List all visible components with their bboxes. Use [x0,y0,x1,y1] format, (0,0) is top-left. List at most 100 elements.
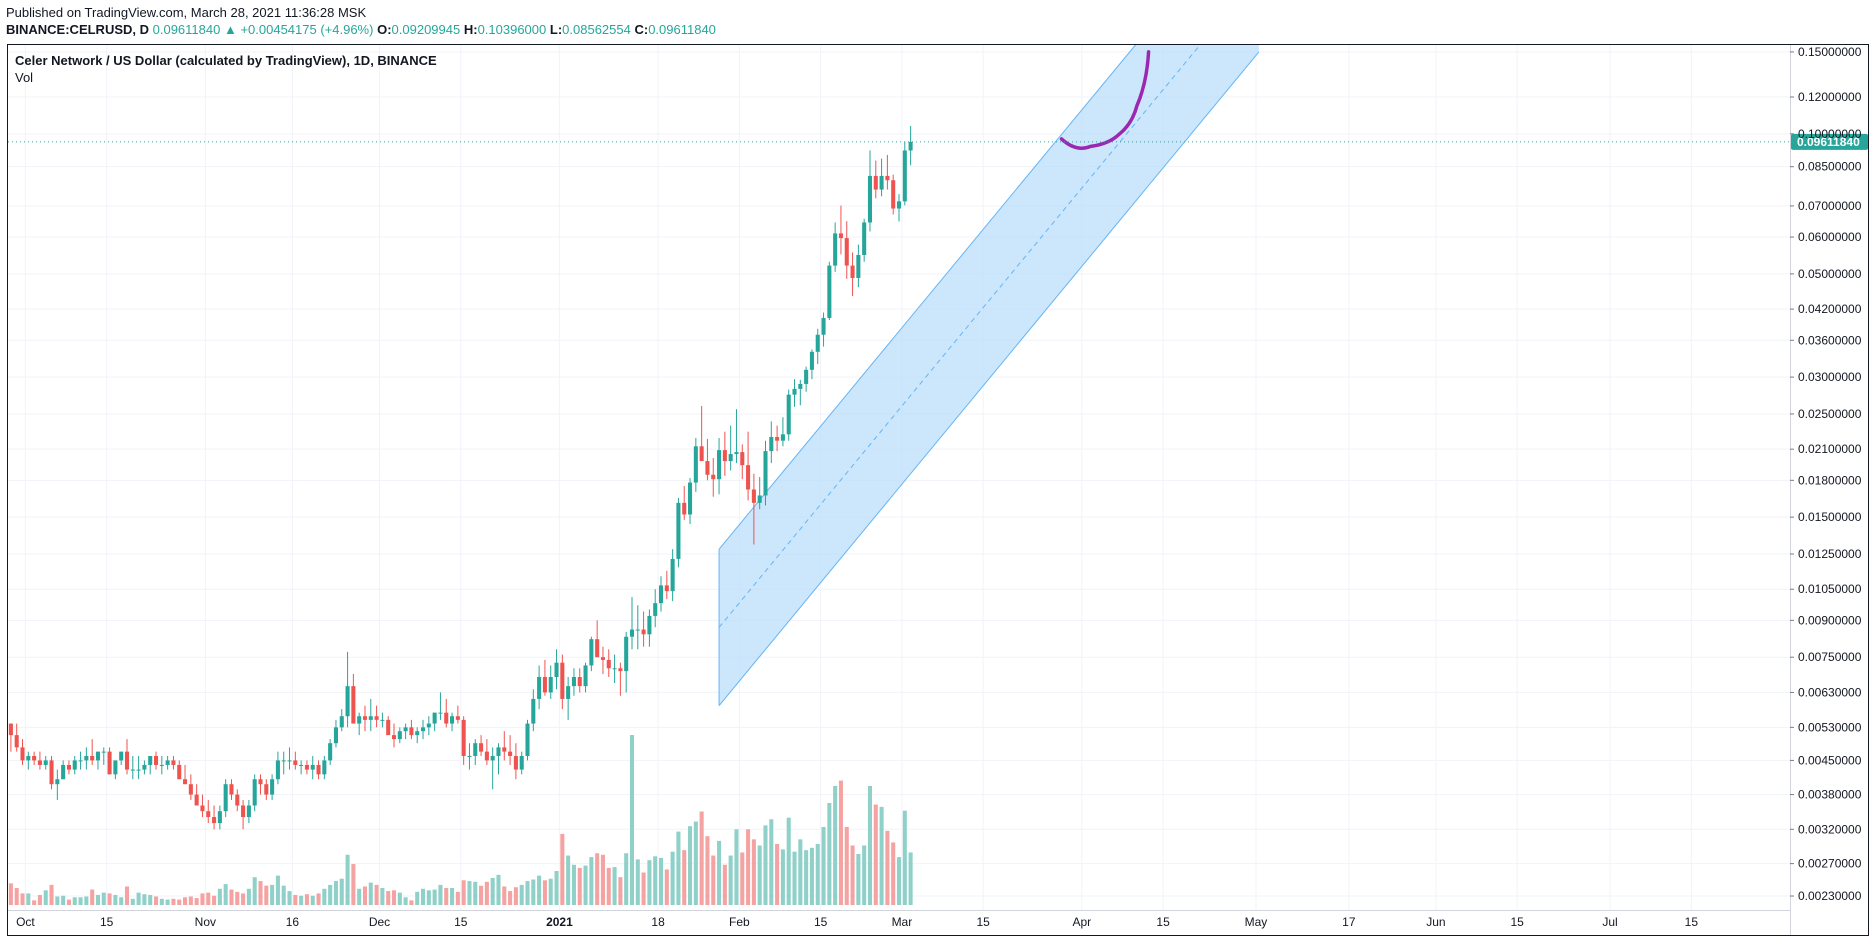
candle-body [815,334,820,352]
low-value: 0.08562554 [562,22,631,37]
volume-bar [873,804,878,905]
time-tick-label: 15 [976,915,990,929]
candle-body [612,668,617,670]
volume-bar [862,845,867,905]
volume-bar [566,855,571,905]
last-price: 0.09611840 [152,22,221,37]
candle-body [484,751,489,761]
parallel-channel-drawing[interactable] [718,44,1260,707]
candle-body [658,585,664,604]
price-tick-label: 0.00320000 [1798,822,1862,836]
candle-body [212,817,217,824]
time-tick-label: 2021 [546,915,573,929]
volume-bar [223,884,228,905]
volume-bar [217,888,222,905]
volume-bar [879,806,884,905]
price-tick-label: 0.08500000 [1798,160,1862,174]
volume-bar [95,894,101,905]
candle-body [502,747,507,752]
volume-bar [14,888,19,905]
candle-body [235,794,240,806]
open-label: O: [377,22,392,37]
volume-bar [339,878,344,905]
candle-body [223,784,228,812]
volume-bar [20,893,25,905]
volume-bar [502,886,507,905]
volume-bar [856,854,861,905]
volume-bar [571,864,576,905]
time-tick-label: Jul [1602,915,1617,929]
candle-body [415,731,420,736]
volume-bar [531,879,536,905]
volume-bar [183,897,188,905]
projection-arc-drawing[interactable] [1059,50,1151,150]
volume-bar [554,871,559,905]
candle-body [879,175,884,190]
candle-body [386,719,391,736]
channel-upper-line [718,44,1137,550]
volume-bar [177,899,182,905]
volume-bar [450,888,455,905]
volume-bar [467,881,472,905]
volume-bar [780,849,785,905]
symbol-name[interactable]: BINANCE:CELRUSD, D [6,22,149,37]
candle-body [130,769,135,771]
chart-canvas[interactable]: 0.09611840 0.15000000 0.12000000 0.1000000… [7,44,1869,936]
time-tick-label: 15 [1511,915,1525,929]
time-tick-label: Dec [369,915,390,929]
candle-body [711,474,716,480]
volume-bar [693,821,698,905]
price-tick-label: 0.07000000 [1798,199,1862,213]
volume-bar [635,859,640,905]
candle-body [699,446,704,462]
candle-body [705,461,710,475]
price-tick-label: 0.00380000 [1798,788,1862,802]
candle-body [560,662,565,699]
time-tick-label: 17 [1342,915,1356,929]
candle-body [380,719,385,721]
price-tick-label: 0.15000000 [1798,45,1862,59]
candle-body [542,676,547,693]
candle-body [119,751,124,761]
price-axis[interactable]: 0.15000000 0.12000000 0.10000000 0.08500000… [1790,44,1862,935]
volume-bar [827,803,832,905]
time-tick-label: 18 [651,915,665,929]
candle-body [444,712,449,724]
volume-bar [90,889,95,905]
volume-bar [537,875,542,905]
volume-bar [496,874,501,905]
time-axis[interactable]: Oct 15 Nov 16 Dec 15 2021 18 Feb 15 Mar 15 Apr 15 May 1… [7,910,1790,930]
price-tick-label: 0.12000000 [1798,90,1862,104]
time-tick-label: Feb [729,915,750,929]
candle-body [409,727,414,736]
volume-bar [32,900,37,905]
volume-bar [49,884,54,905]
candle-body [647,615,652,635]
candle-body [693,446,698,483]
candle-body [229,784,234,795]
volume-bar [415,891,420,905]
volume-bar [595,853,600,905]
candle-body [37,760,42,765]
candle-body [670,558,675,592]
price-tick-label: 0.00270000 [1798,857,1862,871]
volume-bar [711,855,716,905]
candle-body [896,201,902,209]
candle-body [635,629,640,631]
candle-body [90,755,95,761]
volume-bar [43,890,48,905]
volume-bar [885,830,890,905]
volume-bar [333,881,338,905]
volume-bar [722,864,727,905]
candle-body [595,639,600,658]
volume-bar [362,886,368,905]
candle-body [183,779,188,785]
volume-bar [641,872,646,905]
candle-body [32,755,37,761]
candle-body [136,769,141,771]
candle-body [281,760,286,762]
candle-body [525,723,530,756]
volume-bar [804,850,809,905]
volume-bar [37,894,42,905]
volume-bar [299,895,304,905]
